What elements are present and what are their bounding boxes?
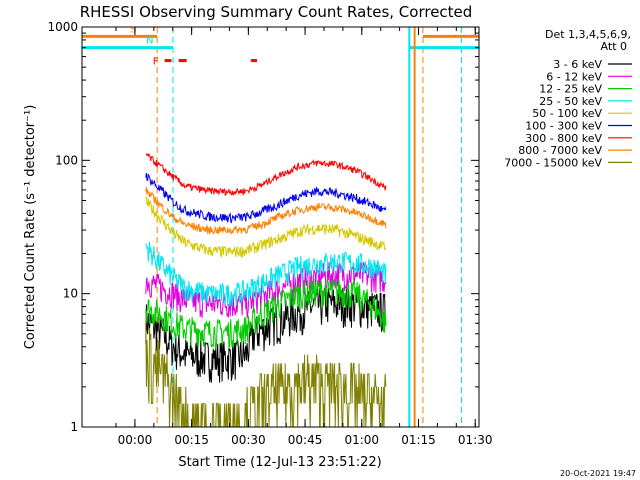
x-tick-label-0: 00:00 <box>118 433 153 447</box>
y-axis-label: Corrected Count Rate (s⁻¹ detector⁻¹) <box>23 105 38 350</box>
series-line-1 <box>145 261 387 318</box>
y-tick-label-2: 100 <box>55 153 78 167</box>
y-tick-label-1: 10 <box>63 287 78 301</box>
legend-label-8: 7000 - 15000 keV <box>504 156 602 169</box>
plot-content: SNF <box>82 24 479 427</box>
series-line-3 <box>145 241 387 307</box>
state-label-F: F <box>153 57 159 68</box>
series-line-5 <box>145 172 387 224</box>
x-tick-label-2: 00:30 <box>231 433 266 447</box>
legend-label-6: 300 - 800 keV <box>525 132 602 145</box>
plot-area: SNF <box>82 24 479 427</box>
chart-title: RHESSI Observing Summary Count Rates, Co… <box>80 3 473 21</box>
series-line-7 <box>145 186 387 235</box>
legend-label-5: 100 - 300 keV <box>525 120 602 133</box>
legend-label-1: 6 - 12 keV <box>546 70 602 83</box>
legend-header-0: Det 1,3,4,5,6,9, <box>545 28 631 41</box>
x-tick-label-3: 00:45 <box>288 433 323 447</box>
x-axis-label: Start Time (12-Jul-13 23:51:22) <box>178 455 381 470</box>
plot-frame <box>81 26 480 428</box>
y-tick-label-0: 1 <box>70 420 78 434</box>
x-tick-label-5: 01:15 <box>401 433 436 447</box>
state-label-S: S <box>130 24 136 35</box>
series-line-4 <box>145 196 387 259</box>
y-tick-label-3: 1000 <box>47 20 78 34</box>
legend-header-1: Att 0 <box>601 40 627 53</box>
series-line-0 <box>145 286 387 383</box>
legend-label-0: 3 - 6 keV <box>553 58 602 71</box>
legend-label-7: 800 - 7000 keV <box>518 144 602 157</box>
x-axis: 00:00 00:15 00:30 00:45 01:00 01:15 01:30 <box>115 27 493 447</box>
series-line-2 <box>145 278 387 350</box>
timestamp-footer: 20-Oct-2021 19:47 <box>560 469 636 478</box>
legend-label-4: 50 - 100 keV <box>532 107 602 120</box>
series-line-6 <box>145 153 387 196</box>
legend-label-3: 25 - 50 keV <box>539 95 602 108</box>
legend-label-2: 12 - 25 keV <box>539 83 602 96</box>
y-axis: 1 10 100 1000 <box>47 20 479 434</box>
x-tick-label-1: 00:15 <box>174 433 209 447</box>
state-label-N: N <box>146 36 153 47</box>
x-tick-label-6: 01:30 <box>458 433 493 447</box>
x-tick-label-4: 01:00 <box>344 433 379 447</box>
